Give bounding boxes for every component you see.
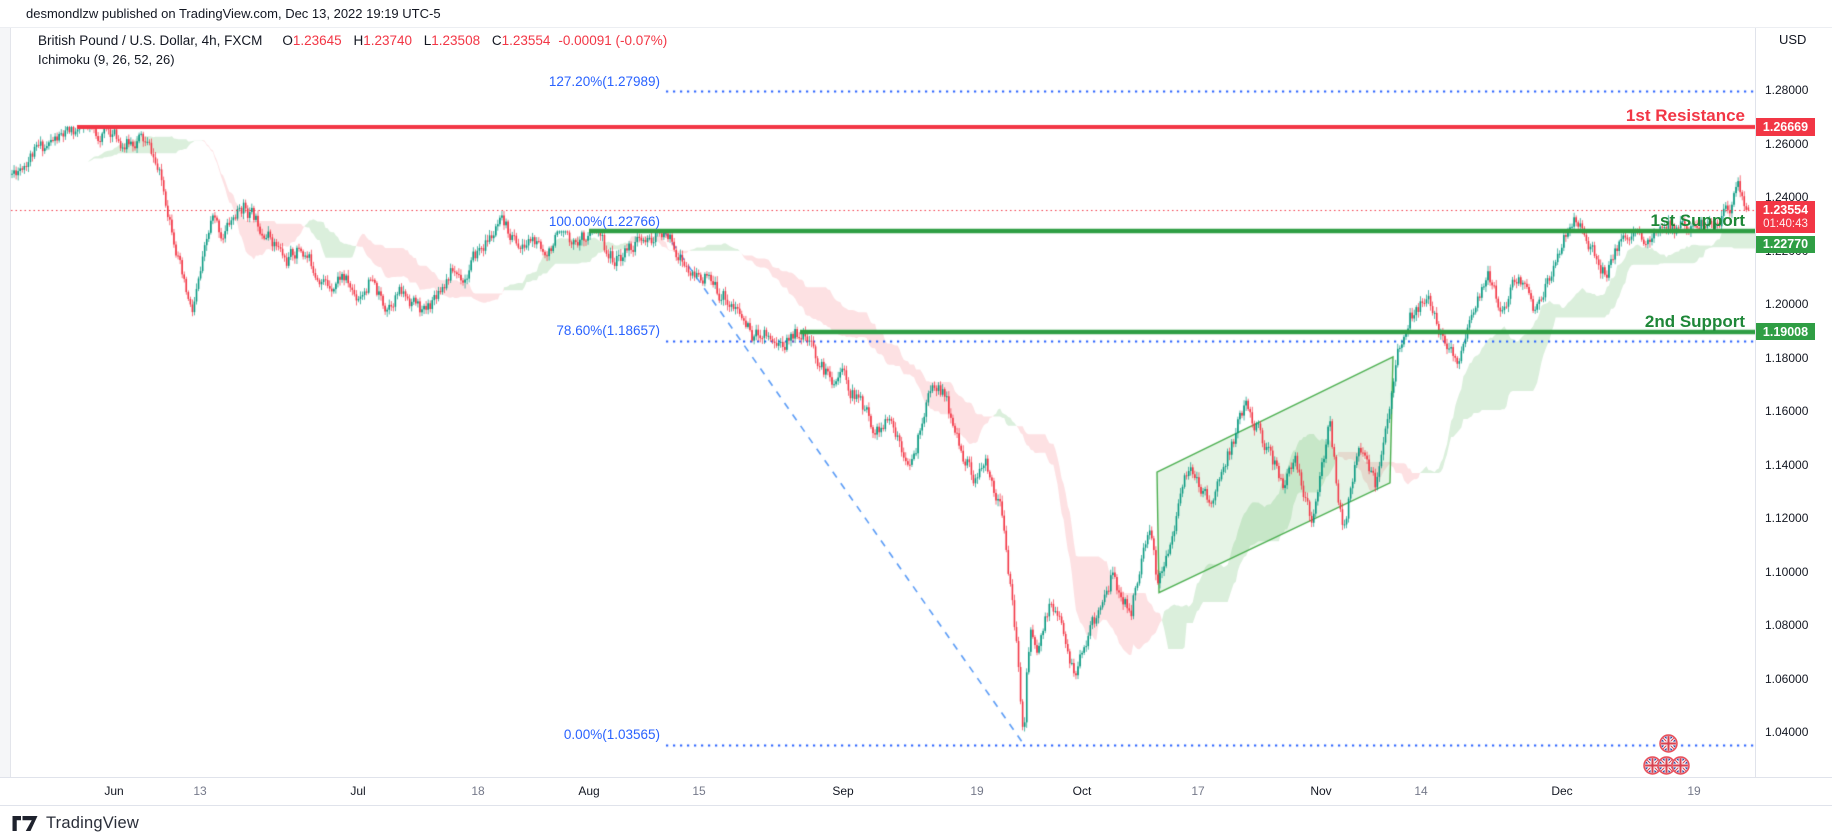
price-axis[interactable]: USD 1.280001.260001.240001.220001.200001… [1755,28,1832,777]
price-tick: 1.08000 [1765,618,1809,632]
price-chart-canvas[interactable] [0,28,1755,777]
price-tick: 1.20000 [1765,297,1809,311]
footer: TradingView [0,805,1832,840]
gb-flag-icon[interactable] [1670,755,1690,775]
tradingview-logo-text[interactable]: TradingView [46,813,139,832]
change-value: -0.00091 (-0.07%) [558,33,668,48]
time-axis-label: Oct [1072,784,1092,798]
legend-indicator-row: Ichimoku (9, 26, 52, 26) [38,52,667,67]
time-axis-label: 19 [1687,784,1701,798]
last-price-badge[interactable]: 1.23554 01:40:43 [1756,200,1815,233]
price-tick: 1.12000 [1765,511,1809,525]
time-axis-label: 17 [1191,784,1205,798]
support2-price-text: 1.19008 [1762,324,1809,339]
attribution-text: desmondlzw published on TradingView.com,… [26,6,441,21]
time-axis-label: 13 [193,784,207,798]
price-tick: 1.14000 [1765,457,1809,472]
quote-currency-label: USD [1779,32,1807,47]
price-tick: 1.10000 [1765,564,1809,579]
resistance1-price-badge[interactable]: 1.26669 [1756,117,1815,136]
price-tick: 1.18000 [1765,350,1809,365]
price-tick: 1.04000 [1765,725,1809,739]
time-axis-label: Dec [1551,784,1573,798]
support2-label[interactable]: 2nd Support [1644,311,1745,331]
gb-flag-icon[interactable] [1642,755,1662,775]
time-axis[interactable]: Jun 13 Jul 18 Aug 15 Sep 19 Oct 17 Nov 14 Dec 19 [0,777,1832,805]
time-axis-label: 15 [692,784,706,798]
open-value: 1.23645 [292,33,342,48]
close-label: C [491,33,502,48]
time-axis-label: 14 [1414,784,1428,798]
ohlc-values: O1.23645 H1.23740 L1.23508 C1.23554 [274,33,550,48]
chart-widget: British Pound / U.S. Dollar, 4h, FXCM O1… [0,28,1832,805]
fib-level-label[interactable]: 127.20%(1.27989) [548,73,660,89]
price-tick: 1.24000 [1765,190,1809,204]
indicator-label[interactable]: Ichimoku (9, 26, 52, 26) [38,52,175,67]
high-label: H [353,33,364,48]
gb-flag-icon[interactable] [1656,755,1676,775]
gb-flag-icon[interactable] [1658,733,1678,753]
low-label: L [423,33,432,48]
support1-price-badge[interactable]: 1.22770 [1756,235,1815,253]
legend-symbol-row: British Pound / U.S. Dollar, 4h, FXCM O1… [38,33,667,48]
fib-level-label[interactable]: 100.00%(1.22766) [548,213,660,229]
price-tick: 1.26000 [1765,136,1809,151]
tradingview-logo-icon[interactable] [12,815,38,831]
low-value: 1.23508 [431,33,481,48]
attribution-bar: desmondlzw published on TradingView.com,… [0,0,1832,28]
time-axis-label: Sep [832,784,854,798]
time-axis-label: Jul [350,784,366,798]
support1-label[interactable]: 1st Support [1650,210,1745,230]
price-tick: 1.06000 [1765,671,1809,686]
open-label: O [282,33,293,48]
close-value: 1.23554 [501,33,551,48]
price-tick: 1.16000 [1765,404,1809,418]
price-tick: 1.28000 [1765,83,1809,97]
fib-level-label[interactable]: 78.60%(1.18657) [556,323,660,339]
resistance1-price-text: 1.26669 [1762,119,1809,134]
bar-countdown: 01:40:43 [1763,217,1808,230]
time-axis-label: Jun [104,784,124,798]
time-axis-label: Nov [1310,784,1332,798]
last-price-text: 1.23554 [1762,202,1809,217]
time-axis-label: Aug [578,784,600,798]
high-value: 1.23740 [363,33,412,48]
chart-legend: British Pound / U.S. Dollar, 4h, FXCM O1… [38,33,667,67]
fib-level-label[interactable]: 0.00%(1.03565) [563,727,660,743]
symbol-title[interactable]: British Pound / U.S. Dollar, 4h, FXCM [38,33,263,48]
support2-price-badge[interactable]: 1.19008 [1756,323,1815,341]
time-axis-label: 19 [970,784,984,798]
time-axis-label: 18 [471,784,485,798]
resistance1-label[interactable]: 1st Resistance [1625,105,1745,125]
support1-price-text: 1.22770 [1762,237,1809,252]
